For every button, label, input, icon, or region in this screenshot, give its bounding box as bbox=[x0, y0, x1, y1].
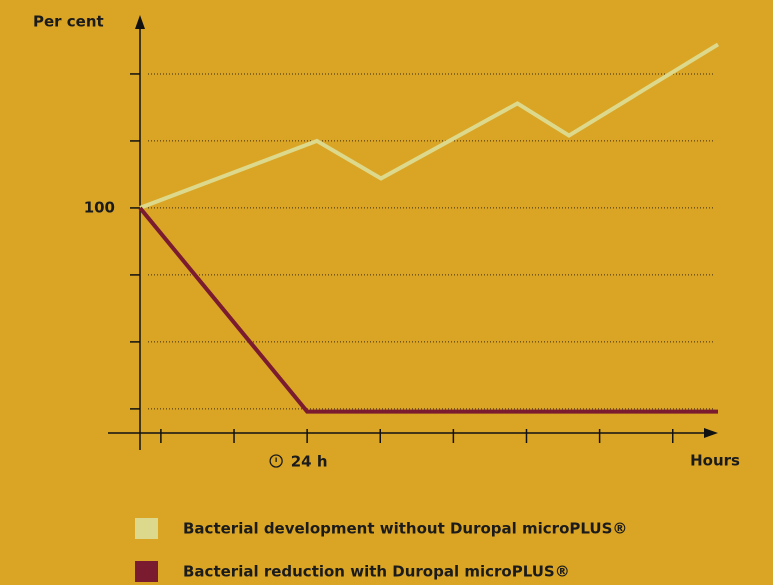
legend-swatch bbox=[135, 518, 158, 539]
data-line bbox=[139, 42, 720, 210]
legend-swatch bbox=[135, 561, 158, 582]
y-axis-arrow bbox=[135, 15, 145, 29]
x-tick-label: 24 h bbox=[291, 453, 328, 471]
data-line bbox=[138, 206, 718, 414]
y-axis-label: Per cent bbox=[33, 13, 104, 31]
y-tick-label: 100 bbox=[84, 198, 115, 216]
legend-label: Bacterial development without Duropal mi… bbox=[183, 520, 627, 538]
legend-label: Bacterial reduction with Duropal microPL… bbox=[183, 563, 570, 581]
x-axis-label: Hours bbox=[690, 452, 740, 470]
clock-icon bbox=[269, 454, 283, 468]
x-axis-arrow bbox=[704, 428, 718, 438]
